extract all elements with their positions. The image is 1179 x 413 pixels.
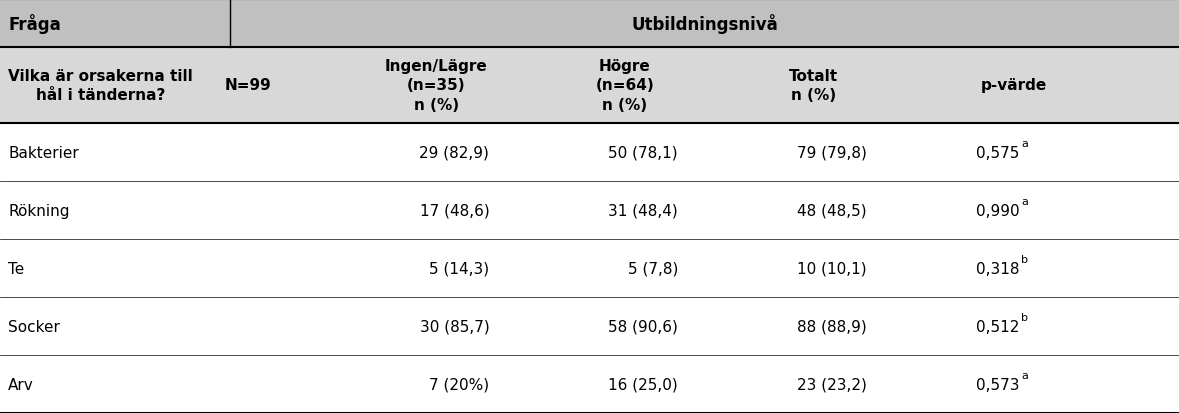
Text: a: a [1021,197,1028,206]
Text: 5 (14,3): 5 (14,3) [429,261,489,276]
Bar [0,297,1179,355]
Text: 50 (78,1): 50 (78,1) [608,145,678,160]
Text: 10 (10,1): 10 (10,1) [797,261,867,276]
Text: 29 (82,9): 29 (82,9) [420,145,489,160]
Text: 0,512: 0,512 [976,319,1020,334]
Text: Utbildningsnivå: Utbildningsnivå [631,14,778,34]
Text: Fråga: Fråga [8,14,61,34]
Text: Rökning: Rökning [8,203,70,218]
Text: b: b [1021,254,1028,264]
Text: 0,575: 0,575 [976,145,1020,160]
Text: Högre
(n=64)
n (%): Högre (n=64) n (%) [595,59,654,112]
Bar [0,0,1179,47]
Text: 88 (88,9): 88 (88,9) [797,319,867,334]
Text: a: a [1021,139,1028,149]
Text: a: a [1021,370,1028,380]
Text: 23 (23,2): 23 (23,2) [797,377,867,392]
Text: Arv: Arv [8,377,34,392]
Text: Te: Te [8,261,25,276]
Bar [0,355,1179,413]
Text: Ingen/Lägre
(n=35)
n (%): Ingen/Lägre (n=35) n (%) [384,59,488,112]
Text: b: b [1021,312,1028,322]
Text: 31 (48,4): 31 (48,4) [608,203,678,218]
Text: 17 (48,6): 17 (48,6) [420,203,489,218]
Text: Totalt
n (%): Totalt n (%) [789,69,838,103]
Text: Vilka är orsakerna till
hål i tänderna?: Vilka är orsakerna till hål i tänderna? [8,69,193,103]
Text: 5 (7,8): 5 (7,8) [627,261,678,276]
Text: Bakterier: Bakterier [8,145,79,160]
Bar [0,240,1179,297]
Text: 30 (85,7): 30 (85,7) [420,319,489,334]
Text: p-värde: p-värde [981,78,1047,93]
Text: 0,990: 0,990 [976,203,1020,218]
Text: 79 (79,8): 79 (79,8) [797,145,867,160]
Bar [0,182,1179,240]
Text: 0,573: 0,573 [976,377,1020,392]
Text: 16 (25,0): 16 (25,0) [608,377,678,392]
Text: Socker: Socker [8,319,60,334]
Text: 58 (90,6): 58 (90,6) [608,319,678,334]
Text: 48 (48,5): 48 (48,5) [797,203,867,218]
Text: N=99: N=99 [224,78,271,93]
Bar [0,47,1179,124]
Text: 0,318: 0,318 [976,261,1020,276]
Bar [0,124,1179,182]
Text: 7 (20%): 7 (20%) [429,377,489,392]
